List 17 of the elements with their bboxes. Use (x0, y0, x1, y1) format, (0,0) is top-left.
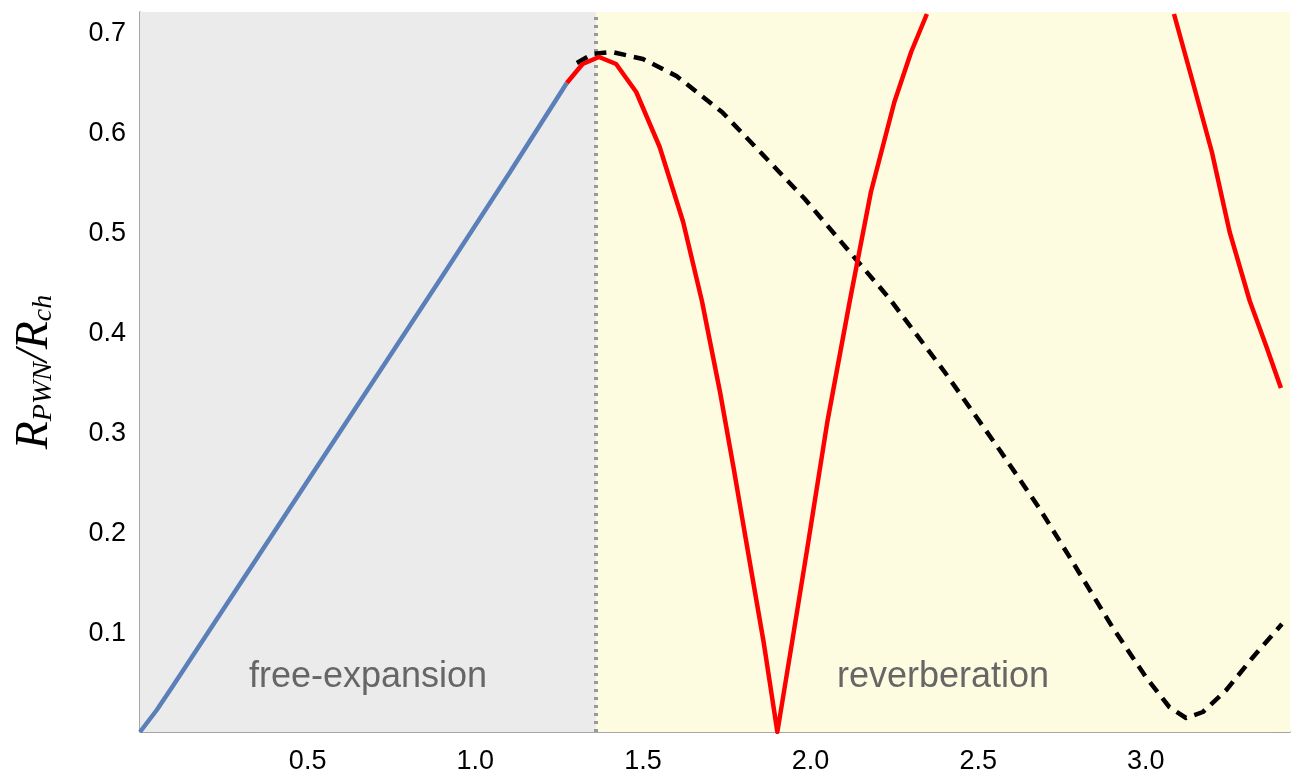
x-tick-label: 3.0 (1127, 744, 1165, 775)
y-tick-label: 0.6 (88, 117, 126, 147)
y-tick-label: 0.1 (88, 617, 126, 647)
y-tick-label: 0.4 (88, 317, 126, 347)
y-tick-label: 0.3 (88, 417, 126, 447)
x-tick-label: 0.5 (288, 744, 327, 775)
y-tick-label: 0.2 (88, 517, 126, 547)
x-tick-label: 2.0 (791, 744, 830, 775)
band-label: reverberation (836, 653, 1050, 695)
x-tick-label: 2.5 (959, 744, 997, 775)
y-tick-label: 0.7 (88, 17, 126, 47)
band-label: free-expansion (248, 653, 488, 695)
x-tick-label: 1.5 (624, 744, 662, 775)
line-series (137, 80, 570, 735)
x-tick-label: 1.0 (456, 744, 495, 775)
y-tick-label: 0.5 (88, 217, 126, 247)
y-axis-title: RPWN/Rch (5, 294, 57, 451)
